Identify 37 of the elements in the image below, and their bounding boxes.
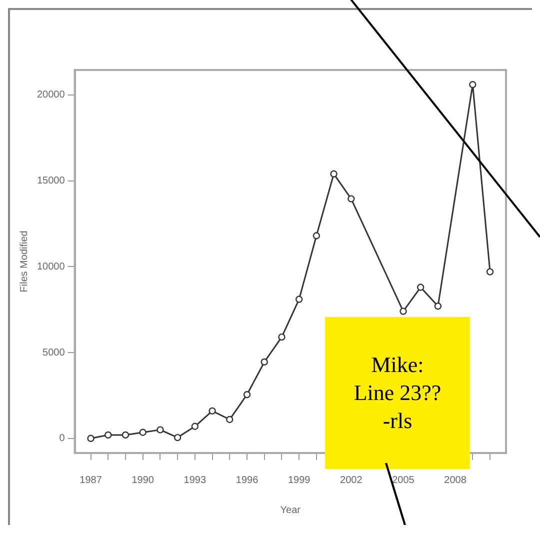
y-tick-label: 10000	[36, 261, 66, 272]
point	[156, 426, 164, 434]
point	[278, 333, 286, 341]
point	[191, 422, 199, 430]
x-tick-label: 1996	[236, 474, 259, 486]
x-tick-label: 1999	[288, 474, 311, 486]
y-axis-title: Files Modified	[18, 230, 30, 292]
point	[469, 81, 476, 88]
x-tick-label: 1993	[184, 474, 206, 486]
x-axis-title: Year	[280, 504, 302, 516]
point	[87, 434, 94, 442]
point	[208, 407, 216, 415]
point	[260, 358, 268, 366]
point	[400, 308, 407, 315]
point	[104, 431, 112, 439]
point	[243, 391, 251, 398]
point	[348, 195, 355, 202]
y-tick-label: 5000	[42, 347, 66, 358]
y-tick-label: 15000	[36, 176, 66, 187]
point	[434, 302, 442, 310]
sticky-note: Mike: Line 23?? -rls	[325, 317, 470, 469]
x-tick-label: 2002	[340, 474, 363, 486]
x-tick-label: 2008	[444, 474, 467, 486]
point	[139, 428, 146, 436]
point	[486, 268, 494, 276]
point	[330, 170, 338, 178]
point	[416, 284, 424, 291]
y-tick-label: 20000	[36, 90, 66, 101]
point	[174, 434, 182, 442]
point	[122, 431, 130, 439]
x-tick-label: 1987	[80, 474, 102, 486]
point	[226, 416, 234, 424]
x-tick-label: 2005	[392, 474, 415, 486]
point	[295, 296, 303, 303]
point	[312, 232, 320, 240]
y-tick-label: 0	[59, 433, 66, 444]
x-tick-label: 1990	[132, 474, 154, 486]
